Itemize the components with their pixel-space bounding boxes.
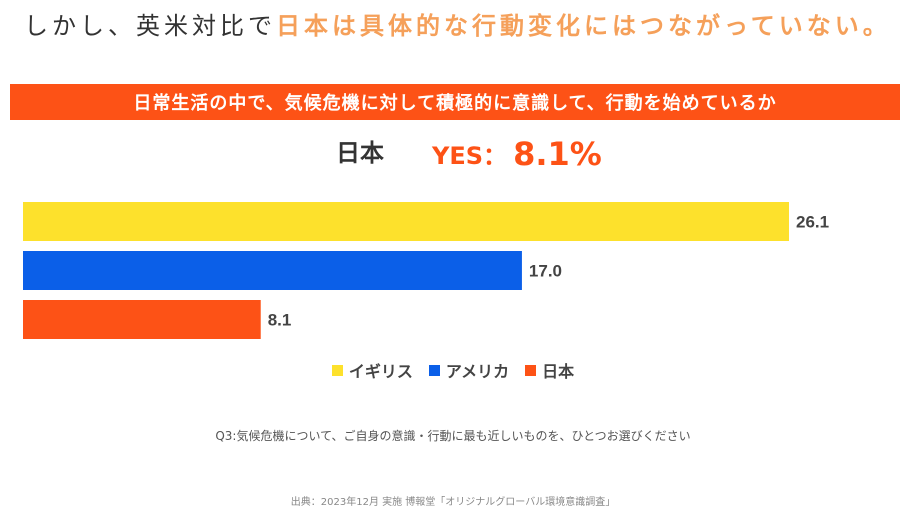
summary-country: 日本 xyxy=(336,139,384,167)
bar-chart: 26.1 17.0 8.1 xyxy=(23,202,829,339)
legend-label-uk: イギリス xyxy=(348,362,413,381)
bar-uk xyxy=(23,202,789,241)
legend-item-uk: イギリス xyxy=(331,358,413,382)
headline-lead: しかし、英米対比で xyxy=(24,12,276,40)
legend-swatch-uk xyxy=(331,364,343,376)
chart-legend: イギリス アメリカ 日本 xyxy=(0,358,906,382)
legend-item-us: アメリカ xyxy=(428,358,510,382)
survey-question: Q3:気候危機について、ご自身の意識・行動に最も近しいものを、ひとつお選びくださ… xyxy=(215,429,691,443)
question-banner: 日常生活の中で、気候危機に対して積極的に意識して、行動を始めているか xyxy=(10,84,900,120)
summary-yes: YES： 8.1% xyxy=(432,134,602,173)
bar-value-label-us: 17.0 xyxy=(529,262,562,281)
bar-japan xyxy=(23,300,261,339)
headline: しかし、英米対比で日本は具体的な行動変化にはつながっていない。 xyxy=(24,6,891,41)
source-note: 出典：2023年12月 実施 博報堂「オリジナルグローバル環境意識調査」 xyxy=(290,497,616,508)
bar-us xyxy=(23,251,522,290)
legend-item-japan: 日本 xyxy=(525,358,574,382)
banner-text: 日常生活の中で、気候危機に対して積極的に意識して、行動を始めているか xyxy=(133,93,777,114)
bar-value-label-uk: 26.1 xyxy=(796,213,829,232)
legend-label-japan: 日本 xyxy=(542,362,575,381)
bar-value-label-japan: 8.1 xyxy=(268,311,292,330)
legend-swatch-us xyxy=(428,364,440,376)
yes-label: YES： xyxy=(432,142,508,170)
legend-swatch-japan xyxy=(525,364,537,376)
headline-highlight: 日本は具体的な行動変化にはつながっていない。 xyxy=(276,12,891,40)
yes-value: 8.1% xyxy=(513,135,602,173)
legend-label-us: アメリカ xyxy=(445,362,510,381)
